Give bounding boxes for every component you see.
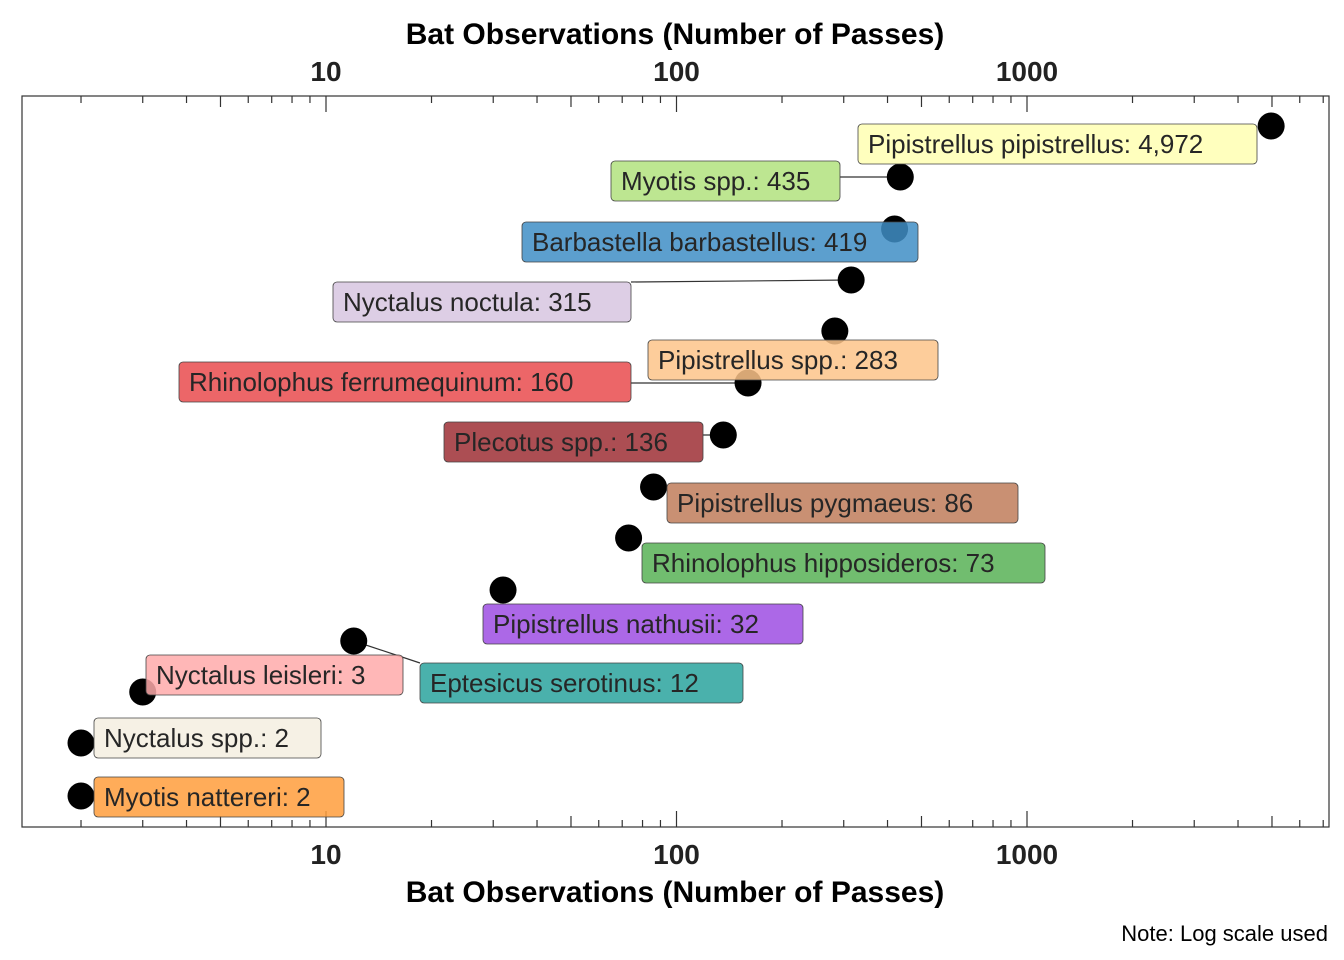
label-text: Pipistrellus pipistrellus: 4,972 bbox=[868, 129, 1203, 159]
label-barbastella-barbastellus: Barbastella barbastellus: 419 bbox=[521, 221, 919, 263]
label-pipistrellus-pygmaeus: Pipistrellus pygmaeus: 86 bbox=[666, 482, 1019, 524]
top-tick-label: 100 bbox=[653, 56, 700, 87]
plot-panel-border bbox=[21, 95, 1330, 828]
label-box bbox=[482, 603, 804, 645]
label-pipistrellus-pipistrellus: Pipistrellus pipistrellus: 4,972 bbox=[857, 123, 1258, 165]
label-text: Eptesicus serotinus: 12 bbox=[430, 668, 699, 698]
label-plecotus-spp: Plecotus spp.: 136 bbox=[443, 421, 704, 463]
label-text: Pipistrellus pygmaeus: 86 bbox=[677, 488, 973, 518]
label-text: Myotis spp.: 435 bbox=[621, 166, 810, 196]
bottom-axis-title: Bat Observations (Number of Passes) bbox=[406, 876, 945, 909]
label-box bbox=[521, 221, 919, 263]
label-myotis-spp: Myotis spp.: 435 bbox=[610, 160, 841, 202]
label-box bbox=[857, 123, 1258, 165]
point-nyctalus-noctula bbox=[837, 266, 865, 294]
label-text: Nyctalus noctula: 315 bbox=[343, 287, 592, 317]
connector-nyctalus-noctula bbox=[630, 279, 852, 283]
label-box bbox=[443, 421, 704, 463]
top-axis-title: Bat Observations (Number of Passes) bbox=[406, 18, 945, 51]
label-nyctalus-leisleri: Nyctalus leisleri: 3 bbox=[145, 654, 404, 696]
bottom-tick-label: 1000 bbox=[996, 839, 1058, 870]
label-text: Pipistrellus spp.: 283 bbox=[658, 345, 898, 375]
label-nyctalus-noctula: Nyctalus noctula: 315 bbox=[332, 281, 632, 323]
label-text: Myotis nattereri: 2 bbox=[104, 782, 311, 812]
label-text: Nyctalus spp.: 2 bbox=[104, 723, 289, 753]
point-myotis-spp bbox=[886, 163, 914, 191]
data-labels: Pipistrellus pipistrellus: 4,972 Myotis s… bbox=[93, 123, 1258, 818]
label-box bbox=[145, 654, 404, 696]
label-box bbox=[647, 339, 939, 381]
top-tick-labels: 10 100 1000 bbox=[310, 56, 1058, 87]
point-rhinolophus-hipposideros bbox=[615, 524, 643, 552]
point-eptesicus-serotinus bbox=[340, 627, 368, 655]
bottom-tick-label: 100 bbox=[653, 839, 700, 870]
label-box bbox=[610, 160, 841, 202]
label-box bbox=[641, 542, 1046, 584]
label-text: Plecotus spp.: 136 bbox=[454, 427, 668, 457]
label-box bbox=[93, 776, 345, 818]
label-text: Rhinolophus hipposideros: 73 bbox=[652, 548, 995, 578]
point-pipistrellus-pygmaeus bbox=[640, 473, 668, 501]
point-pipistrellus-nathusii bbox=[489, 576, 517, 604]
point-pipistrellus-pipistrellus bbox=[1257, 112, 1285, 140]
label-box bbox=[666, 482, 1019, 524]
label-rhinolophus-hipposideros: Rhinolophus hipposideros: 73 bbox=[641, 542, 1046, 584]
point-plecotus-spp bbox=[709, 421, 737, 449]
label-text: Rhinolophus ferrumequinum: 160 bbox=[189, 367, 573, 397]
label-box bbox=[93, 717, 322, 759]
label-myotis-nattereri: Myotis nattereri: 2 bbox=[93, 776, 345, 818]
label-box bbox=[178, 361, 632, 403]
label-nyctalus-spp: Nyctalus spp.: 2 bbox=[93, 717, 322, 759]
label-box bbox=[332, 281, 632, 323]
label-pipistrellus-nathusii: Pipistrellus nathusii: 32 bbox=[482, 603, 804, 645]
label-text: Nyctalus leisleri: 3 bbox=[156, 660, 366, 690]
label-rhinolophus-ferrumequinum: Rhinolophus ferrumequinum: 160 bbox=[178, 361, 632, 403]
label-text: Pipistrellus nathusii: 32 bbox=[493, 609, 759, 639]
label-eptesicus-serotinus: Eptesicus serotinus: 12 bbox=[419, 662, 744, 704]
bottom-tick-label: 10 bbox=[310, 839, 341, 870]
label-pipistrellus-spp: Pipistrellus spp.: 283 bbox=[647, 339, 939, 381]
top-tick-label: 10 bbox=[310, 56, 341, 87]
axis-ticks bbox=[80, 96, 1324, 827]
label-text: Barbastella barbastellus: 419 bbox=[532, 227, 867, 257]
point-nyctalus-spp bbox=[67, 729, 95, 757]
point-pipistrellus-spp bbox=[821, 317, 849, 345]
point-myotis-nattereri bbox=[67, 782, 95, 810]
log-scale-note: Note: Log scale used bbox=[1121, 921, 1328, 946]
top-tick-label: 1000 bbox=[996, 56, 1058, 87]
bottom-tick-labels: 10 100 1000 bbox=[310, 839, 1058, 870]
label-box bbox=[419, 662, 744, 704]
